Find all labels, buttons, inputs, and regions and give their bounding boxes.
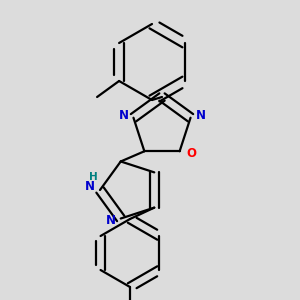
Text: O: O (187, 147, 196, 160)
Text: N: N (85, 179, 95, 193)
Text: N: N (106, 214, 116, 227)
Text: N: N (118, 109, 128, 122)
Text: N: N (196, 109, 206, 122)
Text: H: H (88, 172, 98, 182)
